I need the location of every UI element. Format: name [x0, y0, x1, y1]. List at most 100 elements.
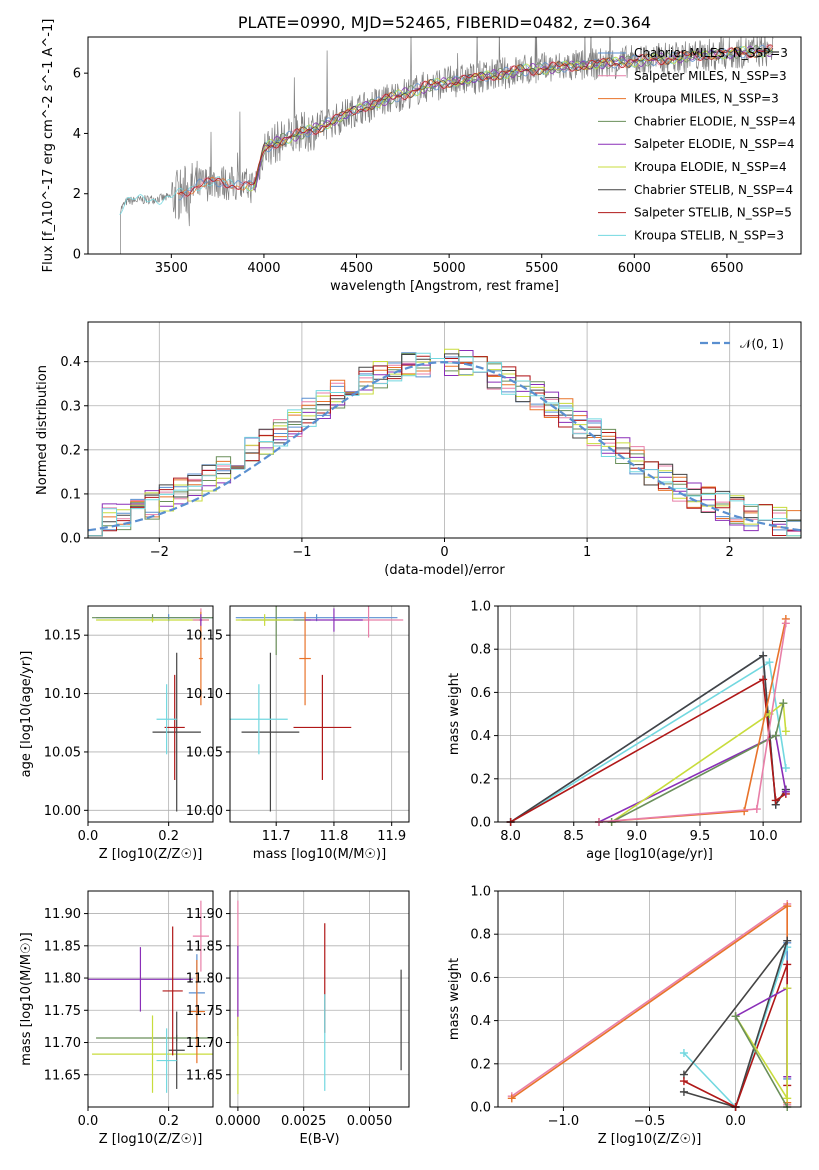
y-tick-label: 10.15 — [44, 629, 81, 644]
y-tick-label: 10.00 — [186, 804, 223, 819]
y-tick-label: 11.65 — [186, 1068, 223, 1083]
y-axis-label: Normed distribution — [35, 365, 50, 495]
x-tick-label: 5500 — [525, 261, 558, 276]
x-tick-label: −1 — [292, 545, 311, 560]
plot-frame — [87, 321, 802, 539]
y-tick-label: 11.90 — [44, 907, 81, 922]
y-tick-label: 0.2 — [470, 772, 491, 787]
y-tick-label: 0.6 — [470, 686, 491, 701]
y-tick-label: 11.65 — [44, 1068, 81, 1083]
x-tick-label: 11.7 — [262, 829, 291, 844]
weight-line — [683, 940, 788, 1108]
y-tick-label: 0.4 — [60, 355, 81, 370]
observed-spectrum — [120, 37, 774, 254]
y-tick-label: 11.85 — [44, 939, 81, 954]
y-tick-label: 0.0 — [470, 816, 491, 831]
y-tick-label: 0.1 — [60, 487, 81, 502]
legend-label: Salpeter ELODIE, N_SSP=4 — [634, 137, 795, 151]
y-tick-label: 0.3 — [60, 399, 81, 414]
points-area — [230, 606, 404, 812]
points-area — [88, 900, 213, 1093]
x-axis-label: Z [log10(Z/Z☉)] — [99, 847, 203, 862]
plot-frame — [497, 890, 802, 1108]
weight-marker — [679, 1077, 688, 1086]
model-spectrum-c4 — [252, 45, 774, 191]
plot-frame — [87, 890, 214, 1108]
y-tick-label: 10.00 — [44, 804, 81, 819]
weight-marker — [752, 805, 761, 814]
x-tick-label: 8.0 — [500, 829, 521, 844]
y-tick-label: 1.0 — [470, 600, 491, 615]
model-spectrum-c5 — [245, 46, 774, 192]
weight-line — [611, 701, 787, 823]
y-axis-label: mass [log10(M/M☉)] — [19, 932, 34, 1065]
y-axis-label: mass weight — [447, 958, 462, 1040]
panel-0: 3500 4000 4500 5000 5500 6000 6500 0 2 4 6 waveleng… — [41, 13, 802, 294]
y-tick-label: 11.75 — [186, 1004, 223, 1019]
legend-label: Chabrier MILES, N_SSP=3 — [634, 46, 788, 60]
weight-marker — [783, 984, 792, 993]
y-tick-label: 10.05 — [44, 745, 81, 760]
x-tick-label: 8.5 — [563, 829, 584, 844]
x-axis-label: E(B-V) — [299, 1132, 339, 1147]
x-axis-label: age [log10(age/yr)] — [586, 847, 713, 862]
x-tick-label: 11.8 — [319, 829, 348, 844]
legend-label: Chabrier ELODIE, N_SSP=4 — [634, 114, 796, 128]
x-axis-label: Z [log10(Z/Z☉)] — [598, 1132, 702, 1147]
y-tick-label: 11.80 — [44, 972, 81, 987]
x-tick-label: 0.2 — [158, 1114, 179, 1129]
y-tick-label: 1.0 — [470, 885, 491, 900]
hist-area — [88, 348, 801, 538]
panel-2: 0.0 0.2 10.00 10.05 10.10 10.15 Z [log10(Z/Z☉)… — [19, 605, 214, 862]
weight-marker — [783, 902, 792, 911]
x-tick-label: 9.5 — [690, 829, 711, 844]
x-axis-label: Z [log10(Z/Z☉)] — [99, 1132, 203, 1147]
x-tick-label: 0 — [440, 545, 448, 560]
lines-area — [506, 614, 790, 826]
x-axis-label: wavelength [Angstrom, rest frame] — [330, 279, 559, 294]
weight-marker — [783, 960, 792, 969]
y-tick-label: 0.2 — [470, 1057, 491, 1072]
plot-frame — [87, 36, 802, 255]
weight-marker — [781, 727, 790, 736]
weight-marker — [507, 1094, 516, 1103]
model-spectrum-c7 — [178, 44, 774, 197]
weight-marker — [771, 796, 780, 805]
y-tick-label: 6 — [73, 67, 81, 82]
y-tick-label: 10.10 — [186, 687, 223, 702]
x-tick-label: 6000 — [618, 261, 651, 276]
y-tick-label: 10.15 — [186, 629, 223, 644]
y-tick-label: 2 — [73, 187, 81, 202]
x-tick-label: 2 — [726, 545, 734, 560]
x-tick-label: 3500 — [155, 261, 188, 276]
x-tick-label: −0.5 — [634, 1114, 666, 1129]
model-spectrum-c8 — [119, 46, 774, 215]
x-tick-label: 0.0000 — [215, 1114, 261, 1129]
y-tick-label: 11.80 — [186, 972, 223, 987]
x-tick-label: 0.0025 — [281, 1114, 327, 1129]
x-tick-label: 0.2 — [158, 829, 179, 844]
weight-marker — [781, 619, 790, 628]
chart-title: PLATE=0990, MJD=52465, FIBERID=0482, z=0… — [238, 13, 651, 32]
y-tick-label: 11.70 — [186, 1036, 223, 1051]
plot-frame — [229, 890, 410, 1108]
y-tick-label: 0.0 — [470, 1101, 491, 1116]
y-tick-label: 11.90 — [186, 907, 223, 922]
weight-line — [510, 678, 787, 823]
y-tick-label: 0.6 — [470, 971, 491, 986]
legend-label: Kroupa ELODIE, N_SSP=4 — [634, 160, 787, 174]
weight-marker — [771, 731, 780, 740]
x-tick-label: 0.0 — [725, 1114, 746, 1129]
y-tick-label: 11.75 — [44, 1004, 81, 1019]
y-tick-label: 0 — [73, 248, 81, 263]
y-tick-label: 0.8 — [470, 643, 491, 658]
weight-marker — [781, 787, 790, 796]
weight-marker — [779, 699, 788, 708]
x-tick-label: 11.9 — [377, 829, 406, 844]
legend-label: Salpeter STELIB, N_SSP=5 — [634, 206, 792, 220]
x-tick-label: 0.0050 — [347, 1114, 393, 1129]
x-axis-label: (data-model)/error — [384, 563, 505, 578]
normal-curve — [88, 360, 801, 532]
model-spectrum-c3 — [254, 45, 774, 188]
